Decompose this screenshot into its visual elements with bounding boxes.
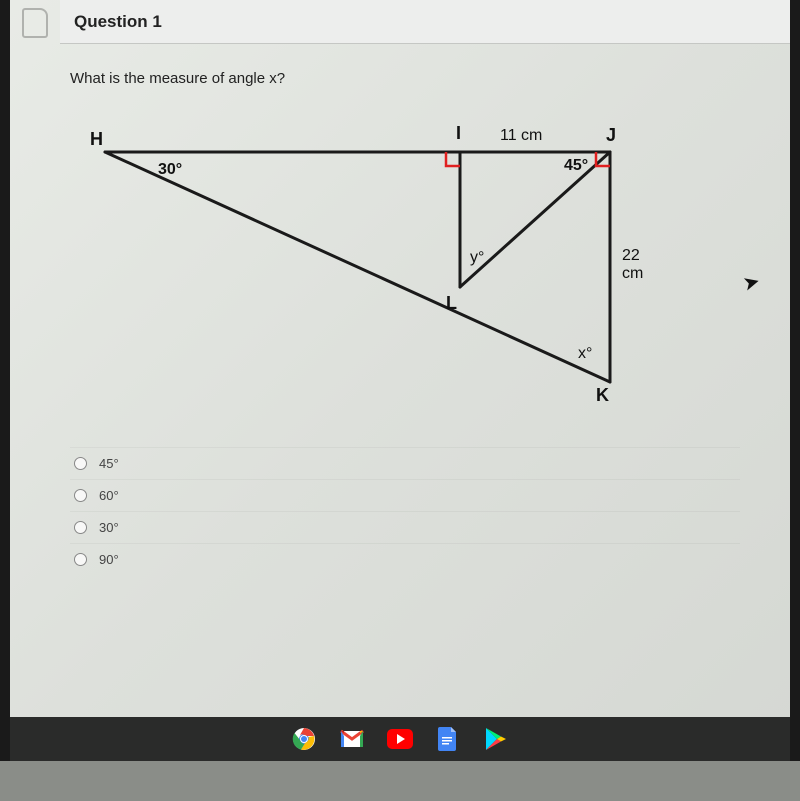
question-header: Question 1 [60, 0, 790, 44]
youtube-icon[interactable] [387, 726, 413, 752]
question-area: What is the measure of angle x? H I J L … [70, 70, 740, 575]
screen: Question 1 What is the measure of angle … [0, 0, 800, 761]
option-label: 45° [99, 456, 119, 471]
option-row[interactable]: 30° [70, 511, 740, 543]
vertex-label-J: J [606, 125, 616, 146]
vertex-label-L: L [446, 293, 457, 314]
angle-label-H: 30° [158, 161, 182, 179]
question-number: Question 1 [74, 12, 162, 32]
option-label: 90° [99, 552, 119, 567]
chrome-icon[interactable] [291, 726, 317, 752]
angle-label-x: x° [578, 345, 592, 363]
vertex-label-H: H [90, 129, 103, 150]
option-row[interactable]: 45° [70, 447, 740, 479]
option-row[interactable]: 60° [70, 479, 740, 511]
docs-icon[interactable] [435, 726, 461, 752]
option-label: 60° [99, 488, 119, 503]
cursor-icon: ➤ [740, 268, 763, 296]
radio-icon[interactable] [74, 489, 87, 502]
option-row[interactable]: 90° [70, 543, 740, 575]
taskbar [10, 717, 790, 761]
angle-label-J: 45° [564, 157, 588, 175]
radio-icon[interactable] [74, 553, 87, 566]
length-label-IJ: 11 cm [500, 127, 542, 145]
play-store-icon[interactable] [483, 726, 509, 752]
vertex-label-I: I [456, 123, 461, 144]
option-label: 30° [99, 520, 119, 535]
diagram-svg [80, 107, 640, 407]
radio-icon[interactable] [74, 457, 87, 470]
question-text: What is the measure of angle x? [70, 70, 740, 87]
vertex-label-K: K [596, 385, 609, 406]
radio-icon[interactable] [74, 521, 87, 534]
length-label-JK: 22 cm [622, 247, 643, 283]
geometry-diagram: H I J L K 30° 45° y° x° 11 cm 22 cm [80, 107, 640, 407]
angle-label-y: y° [470, 249, 484, 267]
answer-options: 45° 60° 30° 90° [70, 447, 740, 575]
gmail-icon[interactable] [339, 726, 365, 752]
page-tab-icon [22, 8, 48, 38]
